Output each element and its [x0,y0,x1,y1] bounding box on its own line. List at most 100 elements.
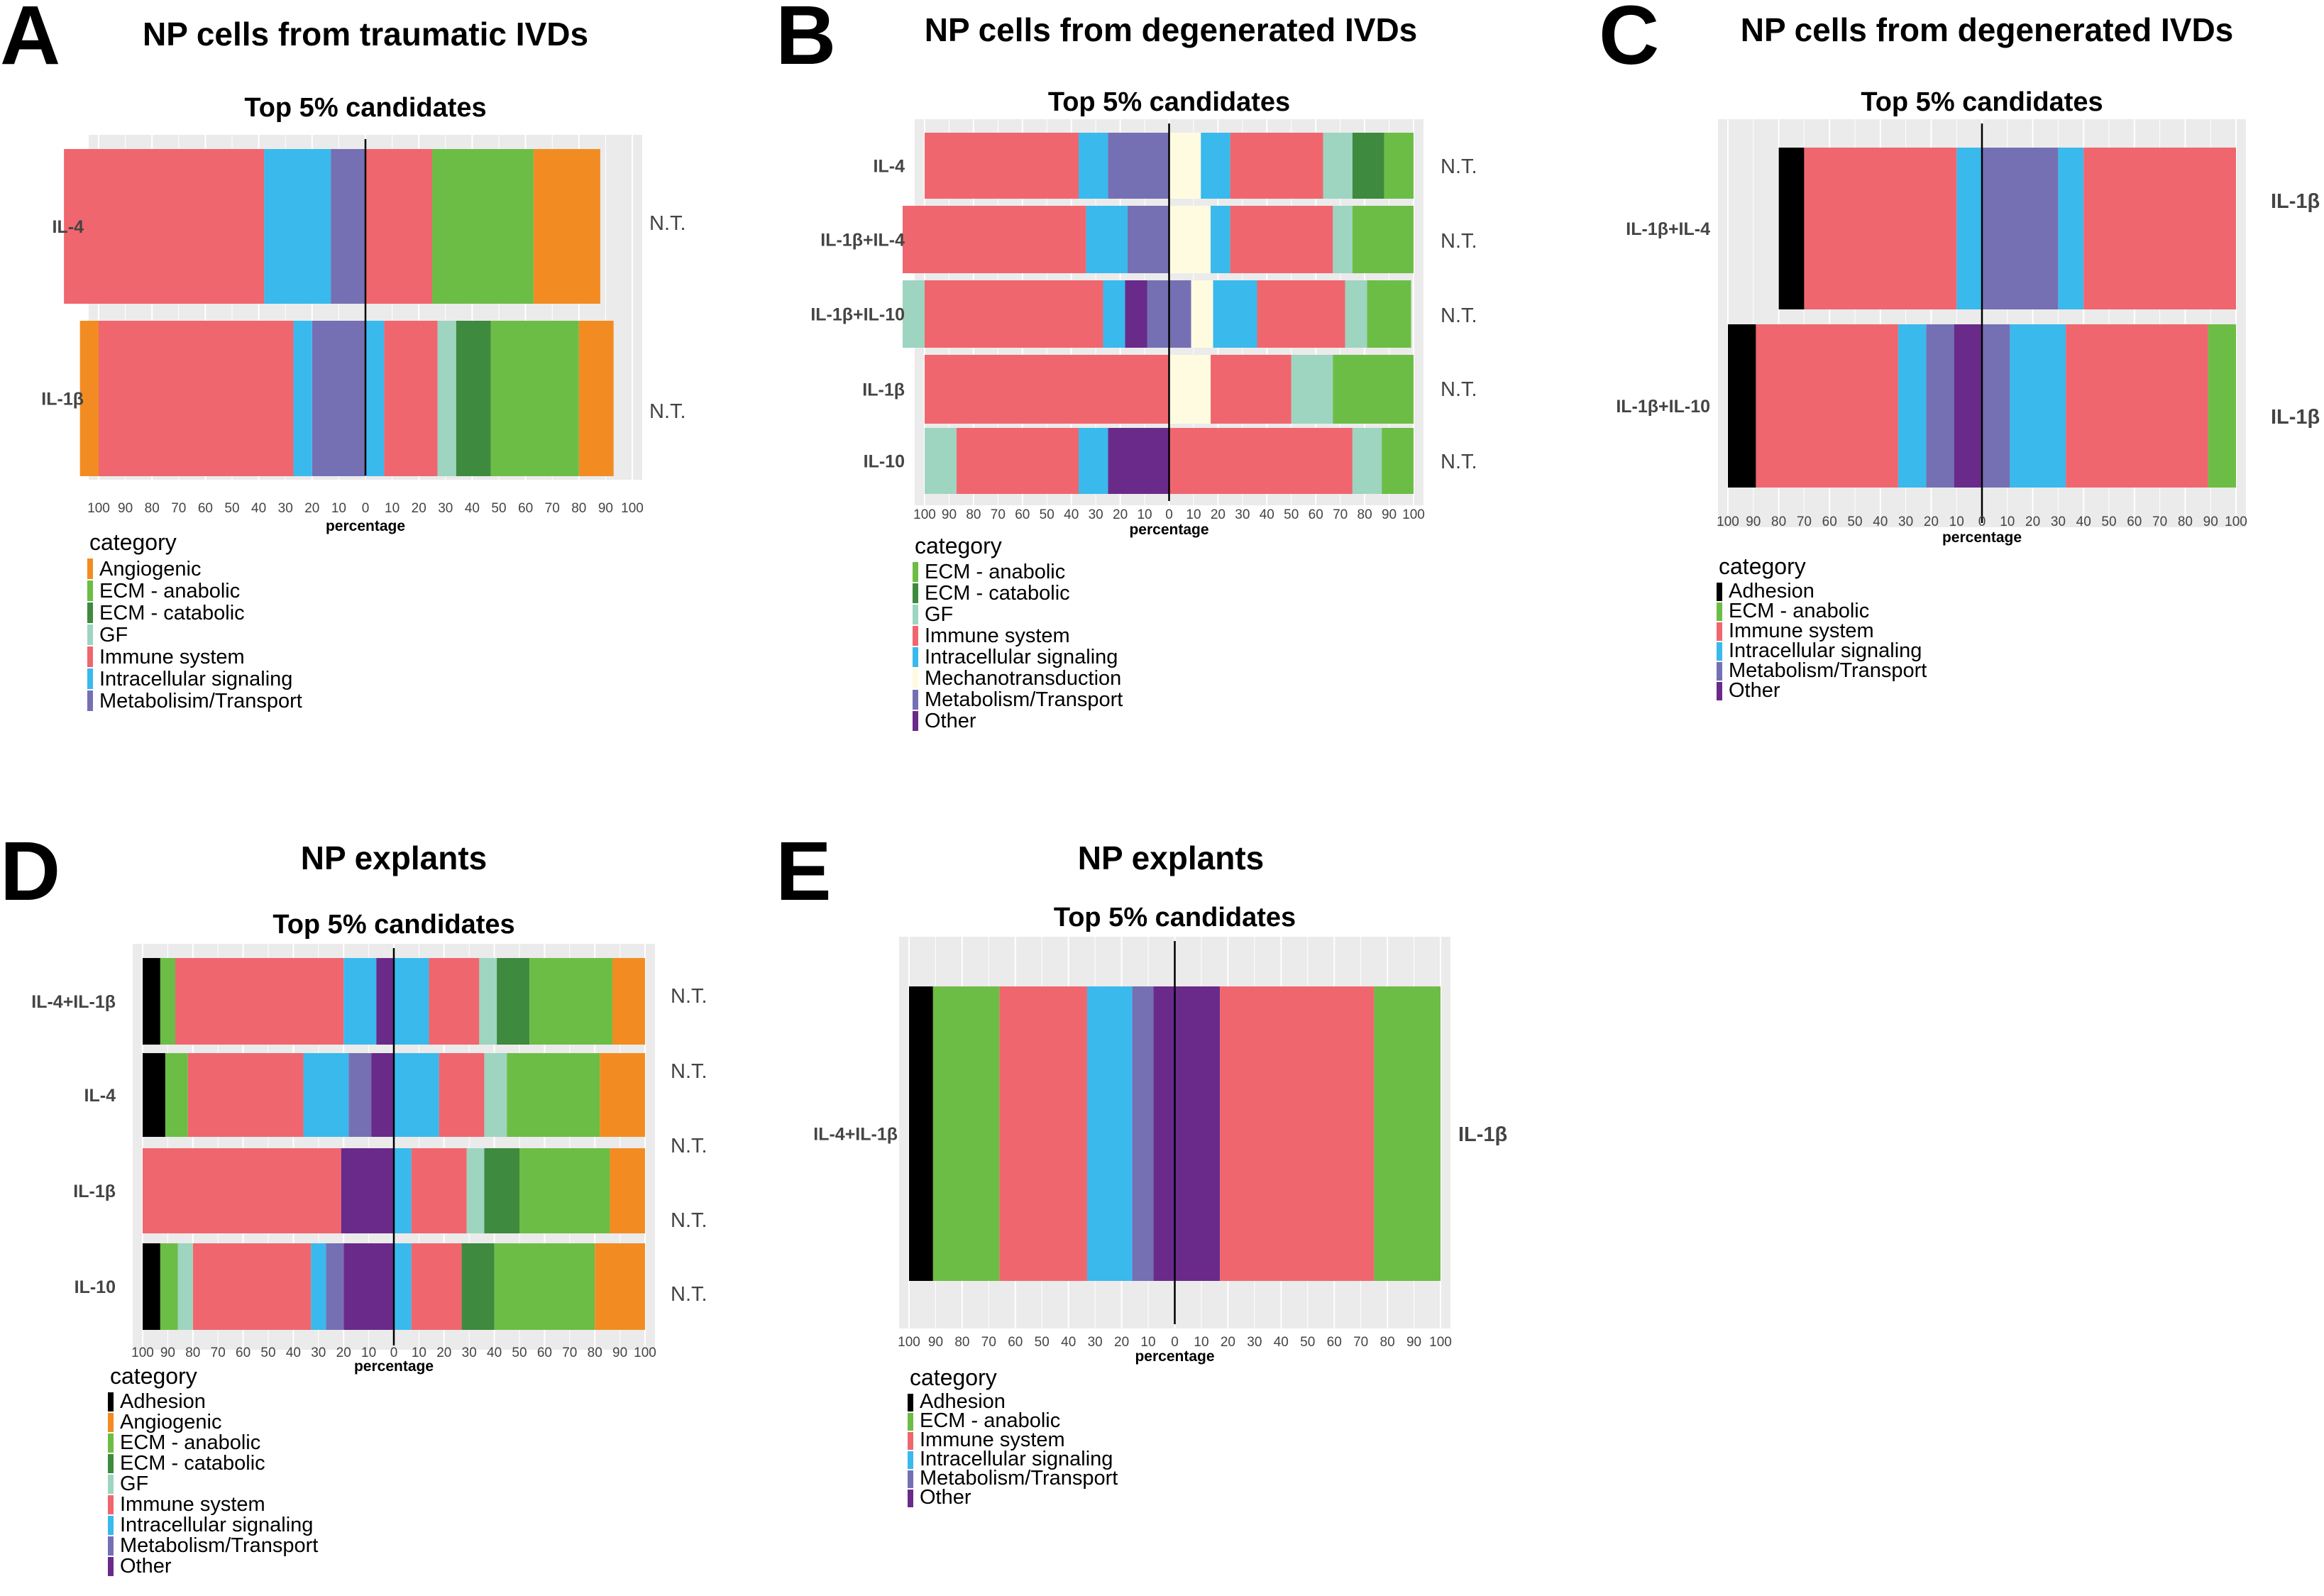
bar-segment [1778,148,1805,309]
bar-segment [2010,324,2066,488]
bar-segment [2058,148,2084,309]
row-label: IL-4+IL-1β [31,992,116,1012]
row-right-label: IL-1β [2271,190,2320,213]
legend-label: Intracellular signaling [99,668,292,690]
tick-label: 100 [898,1335,920,1350]
legend-key [108,1475,114,1494]
panel-subtitle: Top 5% candidates [1054,903,1296,932]
tick-label: 70 [991,507,1006,522]
row-label: IL-1β [41,390,84,409]
legend-key [87,624,93,645]
tick-label: 100 [2225,514,2247,529]
tick-label: 50 [1035,1335,1050,1350]
legend-key [913,626,918,646]
legend-label: Adhesion [1729,580,1814,602]
legend-label: ECM - anabolic [925,561,1065,583]
bar-segment [479,958,497,1045]
legend-label: Intracellular signaling [925,646,1118,668]
row-right-label: N.T. [649,212,686,235]
tick-label: 70 [545,501,560,516]
legend-key [908,1451,913,1469]
legend-label: Immune system [920,1429,1065,1451]
bar-segment [1169,280,1191,348]
tick-label: 60 [1309,507,1323,522]
bar-segment [143,1243,160,1330]
row-right-label: N.T. [671,985,707,1008]
tick-label: 10 [331,501,346,516]
legend-key [108,1516,114,1535]
tick-label: 20 [304,501,319,516]
panel-subtitle: Top 5% candidates [1861,87,2103,117]
legend-key [108,1454,114,1473]
tick-label: 60 [1327,1335,1342,1350]
tick-label: 60 [198,501,213,516]
bar-segment [484,1148,519,1233]
bar-segment [331,149,365,304]
bar-segment [192,1243,312,1330]
bar-segment [312,321,365,476]
panel-title: NP cells from traumatic IVDs [143,16,588,53]
legend-key [108,1536,114,1556]
row-label: IL-4 [84,1086,116,1106]
bar-segment [1333,355,1414,424]
tick-label: 80 [185,1345,200,1360]
bar-segment [177,1243,193,1330]
tick-label: 30 [1247,1335,1262,1350]
bar-segment [902,206,1086,273]
tick-label: 90 [612,1345,627,1360]
legend-key [908,1490,913,1507]
bar-segment [1169,133,1201,199]
panel-title: NP cells from degenerated IVDs [925,11,1418,48]
legend-key [1717,583,1722,601]
legend-key [913,562,918,582]
row-right-label: IL-1β [2271,406,2320,429]
tick-label: 70 [981,1335,996,1350]
bar-segment [1804,148,1957,309]
legend-key [87,690,93,711]
legend-title: category [915,533,1002,558]
bar-segment [1382,428,1414,494]
row-label: IL-1β+IL-10 [810,305,905,325]
bar-segment [595,1243,645,1330]
legend-label: Other [920,1486,971,1509]
bar-segment [1367,280,1411,348]
bar-segment [925,280,1103,348]
tick-label: 50 [1284,507,1299,522]
legend-label: Metabolism/Transport [925,688,1123,711]
tick-label: 50 [1040,507,1054,522]
bar-segment [1982,148,2059,309]
tick-label: 60 [1008,1335,1023,1350]
tick-label: 90 [1382,507,1397,522]
bar-segment [1132,986,1154,1281]
bar-segment [578,321,614,476]
bar-segment [2066,324,2208,488]
bar-segment [411,1148,467,1233]
bar-segment [932,986,1000,1281]
panel-subtitle: Top 5% candidates [1048,87,1290,117]
axis-label-x: percentage [1129,522,1208,538]
tick-label: 10 [412,1345,426,1360]
tick-label: 50 [491,501,506,516]
tick-label: 10 [1949,514,1964,529]
tick-label: 40 [1064,507,1079,522]
bar-segment [484,1053,507,1137]
bar-segment [341,1148,394,1233]
panel-title: NP cells from degenerated IVDs [1741,11,2234,48]
row-label: IL-1β+IL-4 [1626,219,1710,239]
bar-segment [533,149,600,304]
row-right-label: N.T. [649,400,686,423]
tick-label: 60 [1822,514,1837,529]
legend-label: Other [120,1555,172,1578]
legend-key [913,605,918,624]
tick-label: 80 [571,501,586,516]
legend-label: Other [925,710,976,732]
tick-label: 80 [1380,1335,1395,1350]
row-right-label: N.T. [1441,304,1477,327]
tick-label: 30 [278,501,293,516]
tick-label: 40 [1061,1335,1076,1350]
row-label: IL-1β+IL-4 [820,231,905,251]
legend-label: Metabolisim/Transport [99,690,302,712]
tick-label: 40 [251,501,266,516]
panel-letter: D [0,825,60,918]
legend-key [108,1413,114,1432]
